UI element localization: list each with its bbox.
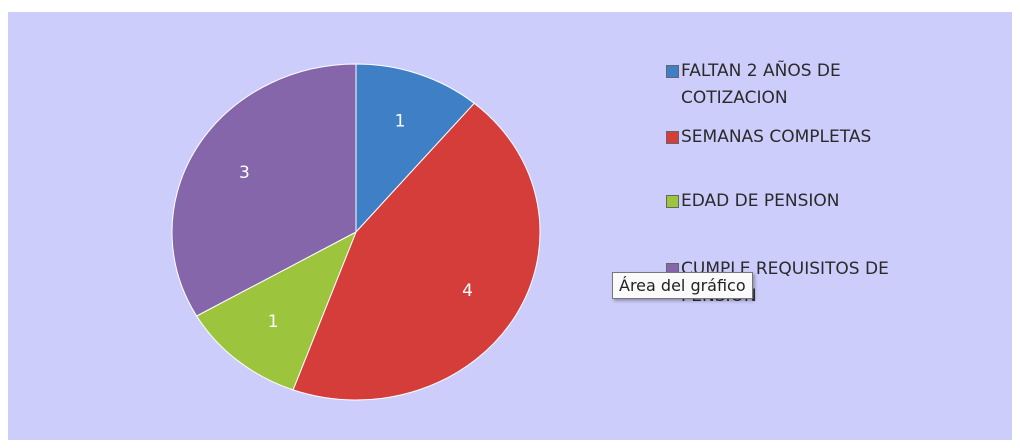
legend-item: EDAD DE PENSION xyxy=(666,188,966,215)
legend-item: FALTAN 2 AÑOS DE COTIZACION xyxy=(666,58,966,112)
pie-slice xyxy=(195,230,357,391)
legend-label: SEMANAS COMPLETAS xyxy=(681,127,872,147)
pie-slice xyxy=(292,102,541,401)
legend-label: EDAD DE PENSION xyxy=(681,191,840,211)
legend-label: FALTAN 2 AÑOS DE COTIZACION xyxy=(681,61,841,108)
legend-item: SEMANAS COMPLETAS xyxy=(666,124,966,151)
data-label: 4 xyxy=(462,281,473,301)
pie-slice xyxy=(171,63,357,317)
legend-swatch xyxy=(666,131,679,144)
data-label: 1 xyxy=(268,312,279,332)
pie-slice xyxy=(355,63,476,234)
data-label: 1 xyxy=(395,111,406,131)
legend-swatch xyxy=(666,195,679,208)
tooltip: Área del gráfico xyxy=(612,272,753,299)
legend-swatch xyxy=(666,65,679,78)
data-label: 3 xyxy=(239,163,250,183)
